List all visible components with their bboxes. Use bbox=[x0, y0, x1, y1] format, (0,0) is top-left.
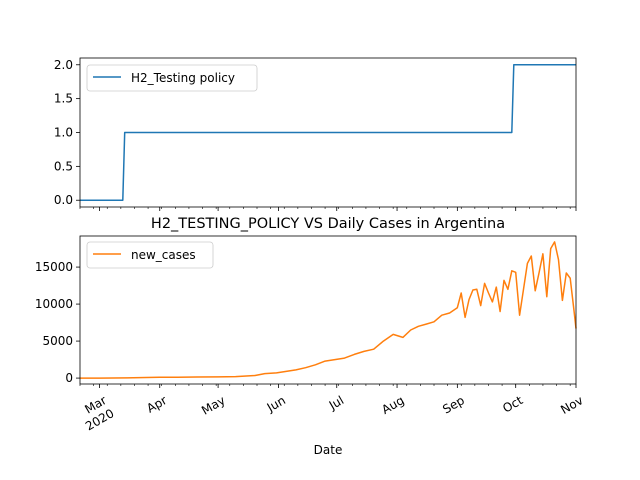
y-tick-label: 1.5 bbox=[54, 92, 73, 106]
top-legend-label: H2_Testing policy bbox=[131, 71, 235, 85]
y-tick-label: 0.0 bbox=[54, 193, 73, 207]
bottom-legend-label: new_cases bbox=[131, 248, 196, 262]
y-tick-label: 15000 bbox=[35, 260, 73, 274]
top-x-ticks bbox=[79, 207, 577, 211]
bottom-axes-frame bbox=[79, 235, 577, 385]
x-tick-label-group: Jul bbox=[326, 393, 346, 413]
chart-title: H2_TESTING_POLICY VS Daily Cases in Arge… bbox=[151, 216, 505, 232]
x-tick-label: Jul bbox=[326, 393, 346, 413]
y-tick-label: 0.5 bbox=[54, 159, 73, 173]
y-tick-label: 1.0 bbox=[54, 126, 73, 140]
bottom-legend-box bbox=[86, 241, 214, 269]
top-plot-lines bbox=[80, 64, 576, 201]
y-tick-label: 10000 bbox=[35, 297, 73, 311]
top-legend-box bbox=[86, 64, 258, 92]
x-axis-label: Date bbox=[314, 443, 343, 457]
top-subplot: 0.0 0.5 1.0 1.5 2.0 H2_Testing policy bbox=[54, 57, 577, 211]
series-line-h2-testing-policy bbox=[80, 64, 576, 201]
top-legend: H2_Testing policy bbox=[86, 64, 258, 92]
series-line-new-cases bbox=[80, 241, 577, 379]
y-tick-label: 0 bbox=[65, 371, 73, 385]
bottom-y-ticks: 0 5000 10000 15000 bbox=[35, 260, 80, 385]
top-y-ticks: 0.0 0.5 1.0 1.5 2.0 bbox=[54, 58, 80, 207]
y-tick-label: 2.0 bbox=[54, 58, 73, 72]
bottom-plot-lines bbox=[80, 241, 577, 379]
bottom-legend: new_cases bbox=[86, 241, 214, 269]
y-tick-label: 5000 bbox=[42, 334, 73, 348]
